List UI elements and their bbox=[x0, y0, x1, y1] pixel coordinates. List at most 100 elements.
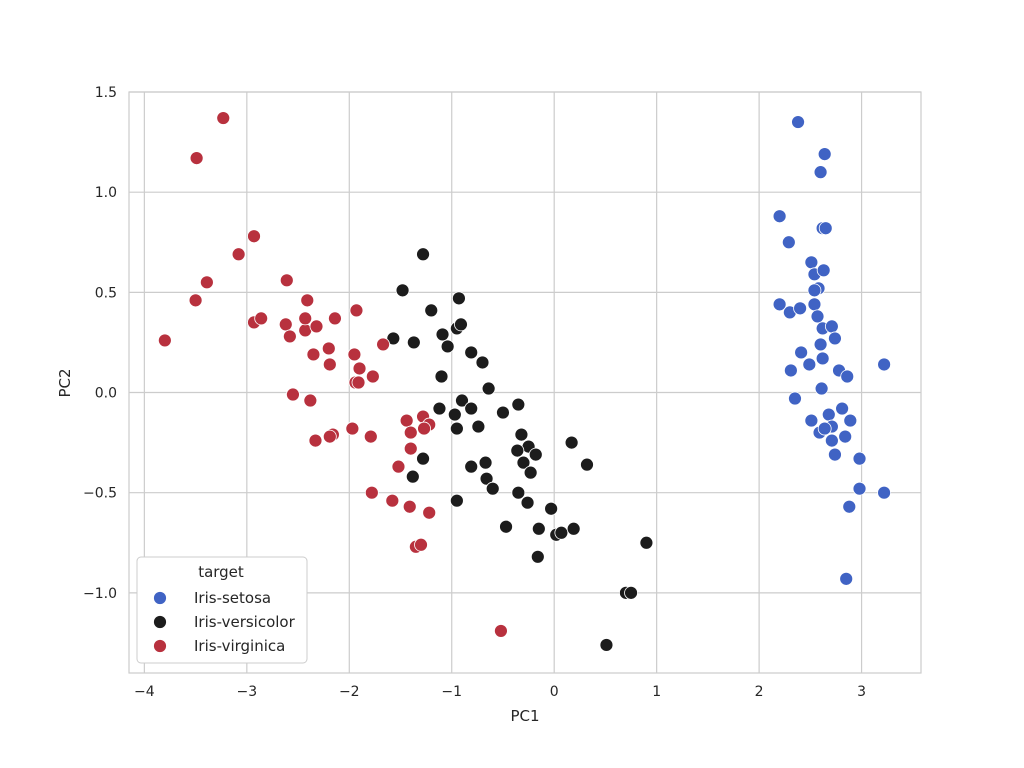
data-point bbox=[479, 471, 494, 486]
plot-border bbox=[128, 91, 922, 674]
data-point bbox=[395, 283, 410, 298]
data-point bbox=[516, 455, 531, 470]
data-point bbox=[364, 485, 379, 500]
data-point bbox=[309, 319, 324, 334]
data-point bbox=[816, 263, 831, 278]
data-point bbox=[835, 401, 850, 416]
data-point bbox=[772, 209, 787, 224]
data-point bbox=[818, 221, 833, 236]
y-axis-title: PC2 bbox=[56, 368, 74, 397]
x-tick-label: 2 bbox=[755, 684, 764, 700]
y-tick-label: 0.0 bbox=[95, 386, 117, 402]
data-point bbox=[802, 357, 817, 372]
data-point bbox=[496, 405, 510, 420]
data-point bbox=[435, 327, 450, 342]
y-tick-labels: −1.0 −0.5 0.0 0.5 1.0 1.5 bbox=[83, 85, 117, 602]
data-point bbox=[300, 293, 315, 308]
data-point bbox=[485, 481, 500, 496]
data-point bbox=[815, 351, 830, 366]
data-point bbox=[791, 115, 805, 129]
data-point bbox=[528, 447, 543, 462]
data-point bbox=[531, 521, 546, 536]
x-tick-label: 3 bbox=[857, 684, 866, 700]
data-point bbox=[564, 435, 579, 450]
data-point bbox=[434, 369, 449, 384]
x-tick-label: −1 bbox=[441, 684, 462, 700]
data-point bbox=[282, 329, 297, 344]
data-point bbox=[424, 303, 439, 318]
data-point bbox=[814, 381, 829, 396]
data-point bbox=[157, 333, 172, 348]
data-point bbox=[278, 317, 293, 332]
data-point bbox=[376, 337, 390, 352]
data-point bbox=[810, 309, 825, 324]
data-point bbox=[824, 433, 839, 448]
legend-marker-virginica bbox=[153, 639, 167, 653]
data-point bbox=[405, 469, 420, 484]
data-point bbox=[852, 481, 867, 496]
y-tick-label: −0.5 bbox=[83, 486, 117, 502]
data-point bbox=[554, 525, 569, 540]
data-point bbox=[416, 247, 430, 262]
legend-label-versicolor: Iris-versicolor bbox=[194, 613, 296, 631]
data-point bbox=[391, 459, 406, 474]
series-1 bbox=[386, 247, 654, 652]
data-point bbox=[475, 355, 490, 370]
data-point bbox=[510, 443, 525, 458]
data-point bbox=[406, 335, 421, 350]
data-point bbox=[322, 357, 337, 372]
data-point bbox=[298, 311, 313, 326]
data-point bbox=[842, 499, 857, 514]
legend-box bbox=[136, 556, 308, 664]
data-point bbox=[403, 425, 418, 440]
data-point bbox=[363, 429, 378, 444]
legend-title: target bbox=[198, 563, 244, 581]
legend-item-virginica: Iris-virginica bbox=[153, 637, 285, 655]
legend-label-setosa: Iris-setosa bbox=[194, 589, 271, 607]
data-point bbox=[402, 499, 417, 514]
y-tick-label: 0.5 bbox=[95, 285, 117, 301]
data-point bbox=[804, 413, 819, 428]
data-point bbox=[286, 387, 300, 402]
data-point bbox=[828, 447, 842, 462]
data-point bbox=[347, 347, 362, 362]
data-point bbox=[432, 401, 447, 416]
data-point bbox=[817, 147, 832, 162]
data-point bbox=[478, 455, 493, 470]
data-point bbox=[494, 624, 508, 638]
legend-item-setosa: Iris-setosa bbox=[153, 589, 271, 607]
data-point bbox=[454, 317, 468, 332]
legend-marker-versicolor bbox=[153, 615, 167, 629]
y-tick-label: −1.0 bbox=[83, 586, 117, 602]
series-0 bbox=[772, 115, 892, 586]
data-point bbox=[843, 413, 858, 428]
data-point bbox=[624, 585, 638, 600]
data-point bbox=[544, 501, 559, 516]
data-point bbox=[514, 427, 529, 442]
data-point bbox=[599, 638, 614, 652]
data-point bbox=[403, 441, 418, 456]
x-tick-label: −4 bbox=[134, 684, 155, 700]
x-tick-label: −3 bbox=[237, 684, 258, 700]
data-point bbox=[303, 393, 318, 408]
data-point bbox=[520, 495, 535, 510]
data-point bbox=[793, 301, 807, 316]
data-point bbox=[481, 381, 496, 396]
data-point bbox=[499, 519, 513, 534]
data-point bbox=[321, 341, 336, 356]
data-point bbox=[807, 283, 822, 298]
data-point bbox=[511, 485, 526, 500]
data-point bbox=[449, 421, 464, 436]
data-point bbox=[794, 345, 809, 360]
x-tick-label: 0 bbox=[550, 684, 559, 700]
data-point bbox=[365, 369, 380, 384]
legend-marker-setosa bbox=[153, 591, 167, 605]
data-point bbox=[464, 345, 479, 360]
data-point bbox=[511, 397, 526, 412]
x-tick-label: 1 bbox=[652, 684, 661, 700]
x-axis-title: PC1 bbox=[510, 707, 539, 725]
data-point bbox=[788, 391, 802, 406]
data-point bbox=[417, 421, 431, 436]
data-point bbox=[416, 451, 430, 466]
data-point bbox=[231, 247, 246, 262]
